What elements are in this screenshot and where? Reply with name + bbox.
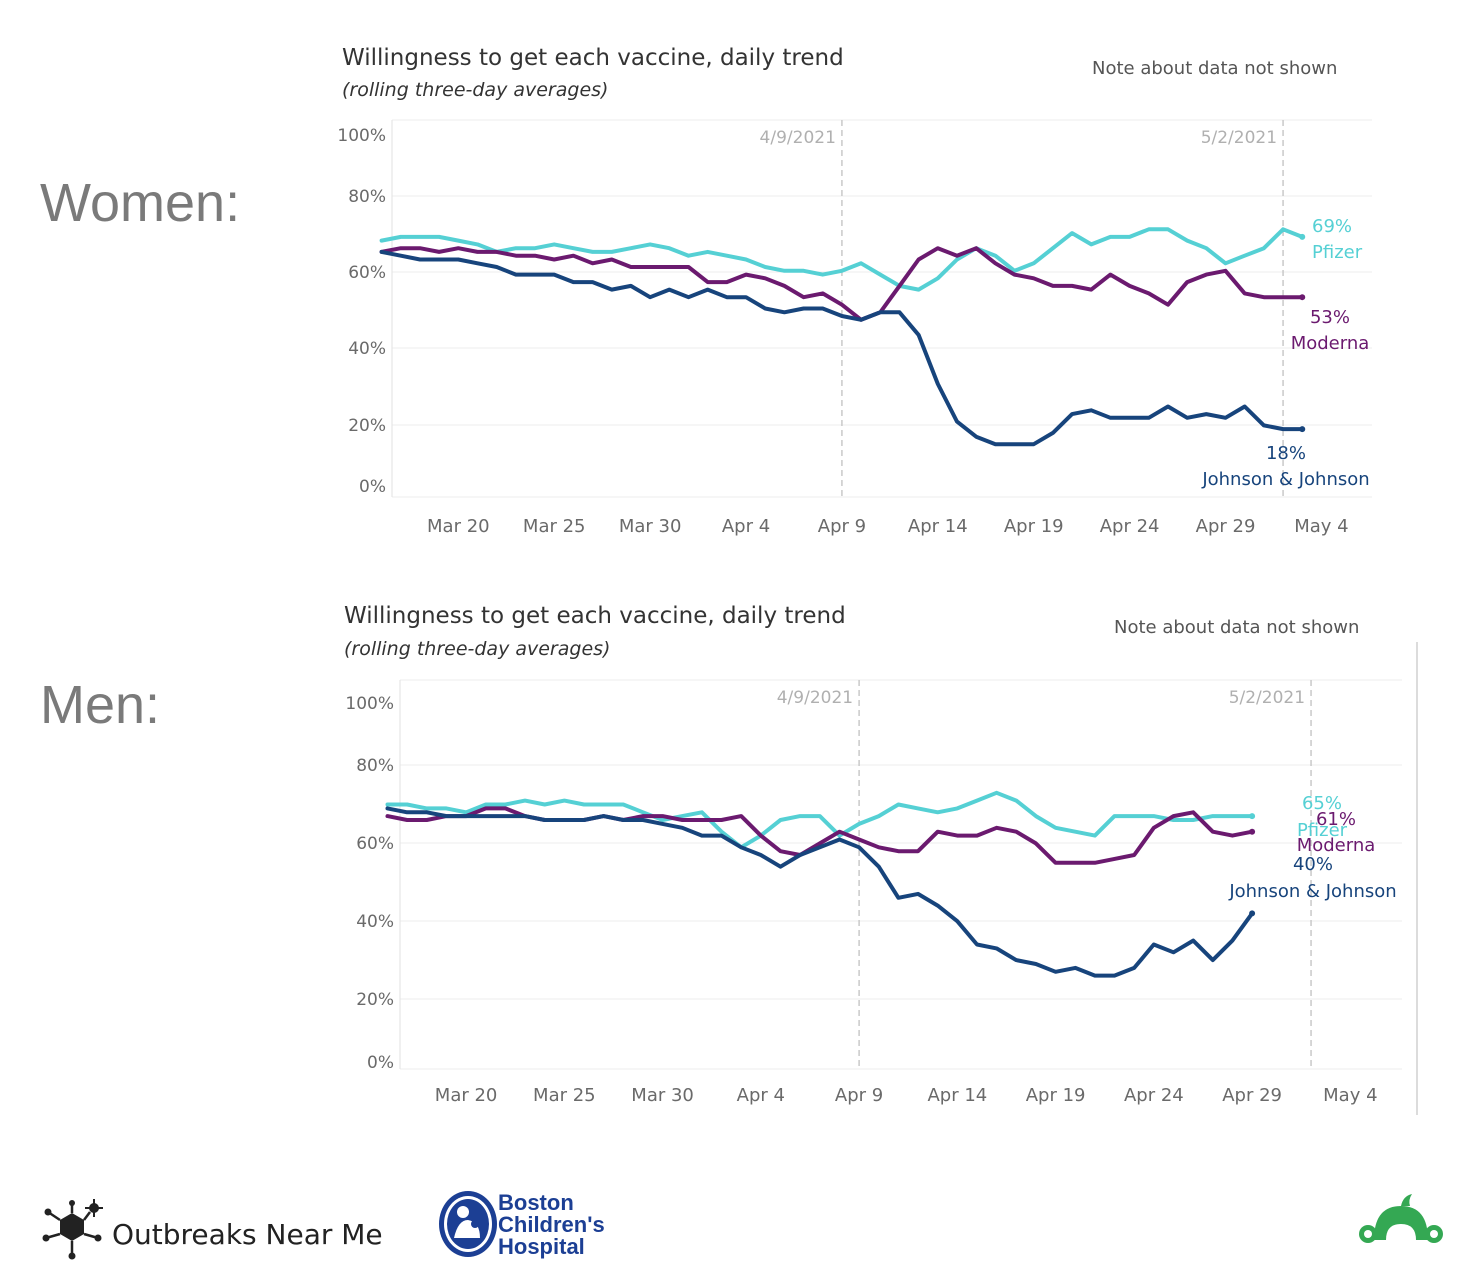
boston-childrens-hospital-logo-icon	[439, 1191, 497, 1257]
end-value-label-moderna: 61%	[1316, 809, 1356, 830]
y-tick-label: 20%	[348, 416, 386, 436]
y-tick-label: 40%	[356, 912, 394, 932]
series-name-label-jj: Johnson & Johnson	[1201, 469, 1369, 490]
chart-subtitle: (rolling three-day averages)	[342, 79, 608, 101]
series-name-label-moderna: Moderna	[1297, 835, 1376, 856]
x-tick-label: Apr 9	[818, 516, 866, 537]
y-tick-label: 20%	[356, 990, 394, 1010]
x-tick-label: Apr 24	[1100, 516, 1160, 537]
note-link[interactable]: Note about data not shown	[1114, 617, 1359, 638]
series-name-label-moderna: Moderna	[1291, 333, 1370, 354]
x-tick-label: Apr 24	[1124, 1085, 1184, 1106]
x-tick-label: Mar 20	[427, 516, 490, 537]
y-tick-label: 60%	[348, 263, 386, 283]
y-tick-label: 80%	[356, 756, 394, 776]
x-tick-label: Apr 4	[737, 1085, 785, 1106]
chart-title: Willingness to get each vaccine, daily t…	[344, 603, 846, 629]
x-tick-label: Mar 30	[619, 516, 682, 537]
series-end-point-moderna	[1299, 294, 1306, 301]
y-tick-label: 100%	[337, 126, 386, 146]
men-chart: Willingness to get each vaccine, daily t…	[344, 603, 1418, 1115]
series-end-point-pfizer	[1299, 233, 1306, 240]
x-tick-label: Apr 14	[908, 516, 968, 537]
series-end-point-moderna	[1249, 828, 1256, 835]
y-tick-label: 0%	[359, 477, 386, 497]
series-line-pfizer	[379, 227, 1305, 292]
series-line-pfizer	[385, 790, 1255, 850]
footer: Outbreaks Near Me Boston Children's Hosp…	[0, 1188, 1476, 1268]
series-line-jj	[379, 249, 1305, 447]
bch-line-3: Hospital	[498, 1234, 585, 1259]
y-tick-label: 80%	[348, 187, 386, 207]
x-tick-label: Apr 19	[1026, 1085, 1086, 1106]
y-tick-label: 100%	[345, 694, 394, 714]
y-tick-label: 60%	[356, 834, 394, 854]
x-tick-label: Mar 25	[533, 1085, 596, 1106]
outbreaks-near-me-logo-icon	[42, 1199, 103, 1260]
x-tick-label: Mar 30	[631, 1085, 694, 1106]
series-name-label-jj: Johnson & Johnson	[1228, 881, 1396, 902]
reference-line-label: 4/9/2021	[760, 128, 836, 148]
series-name-label-pfizer: Pfizer	[1312, 242, 1363, 263]
x-tick-label: Apr 4	[722, 516, 770, 537]
x-tick-label: Apr 29	[1222, 1085, 1282, 1106]
women-label: Women:	[40, 173, 241, 233]
chart-subtitle: (rolling three-day averages)	[344, 638, 610, 660]
reference-line-label: 5/2/2021	[1229, 688, 1305, 708]
reference-line-label: 5/2/2021	[1201, 128, 1277, 148]
plot-area: 0% 20% 40% 60% 80% 100% Mar 20 Mar 25 Mar 30 Apr …	[345, 679, 1402, 1106]
reference-line-label: 4/9/2021	[777, 688, 853, 708]
end-value-label-jj: 18%	[1266, 443, 1306, 464]
series-line-jj	[385, 806, 1255, 978]
y-tick-label: 0%	[367, 1053, 394, 1073]
surveymonkey-logo-icon	[1359, 1194, 1443, 1243]
series-line-moderna	[379, 246, 1305, 322]
end-value-label-pfizer: 65%	[1302, 793, 1342, 814]
plot-area: 0% 20% 40% 60% 80% 100% Mar 20 Mar 25 Mar 30 Apr …	[337, 119, 1372, 537]
y-tick-label: 40%	[348, 339, 386, 359]
series-end-point-jj	[1249, 910, 1256, 917]
series-name-label-pfizer: Pfizer	[1297, 820, 1348, 841]
chart-title: Willingness to get each vaccine, daily t…	[342, 45, 844, 71]
series-end-point-pfizer	[1249, 813, 1256, 820]
boston-childrens-hospital-name: Boston Children's Hospital	[498, 1192, 605, 1258]
end-value-label-pfizer: 69%	[1312, 216, 1352, 237]
men-label: Men:	[40, 675, 161, 735]
note-link[interactable]: Note about data not shown	[1092, 58, 1337, 79]
outbreaks-near-me-name: Outbreaks Near Me	[112, 1218, 383, 1251]
x-tick-label: Apr 29	[1196, 516, 1256, 537]
x-tick-label: Mar 20	[435, 1085, 498, 1106]
bch-line-1: Boston	[498, 1190, 574, 1215]
x-tick-label: May 4	[1294, 516, 1348, 537]
x-tick-label: Apr 19	[1004, 516, 1064, 537]
x-tick-label: May 4	[1323, 1085, 1377, 1106]
end-value-label-jj: 40%	[1293, 854, 1333, 875]
end-value-label-moderna: 53%	[1310, 307, 1350, 328]
series-end-point-jj	[1299, 426, 1306, 433]
women-chart: Willingness to get each vaccine, daily t…	[337, 45, 1372, 537]
x-tick-label: Apr 9	[835, 1085, 883, 1106]
x-tick-label: Apr 14	[927, 1085, 987, 1106]
bch-line-2: Children's	[498, 1212, 605, 1237]
x-tick-label: Mar 25	[523, 516, 586, 537]
